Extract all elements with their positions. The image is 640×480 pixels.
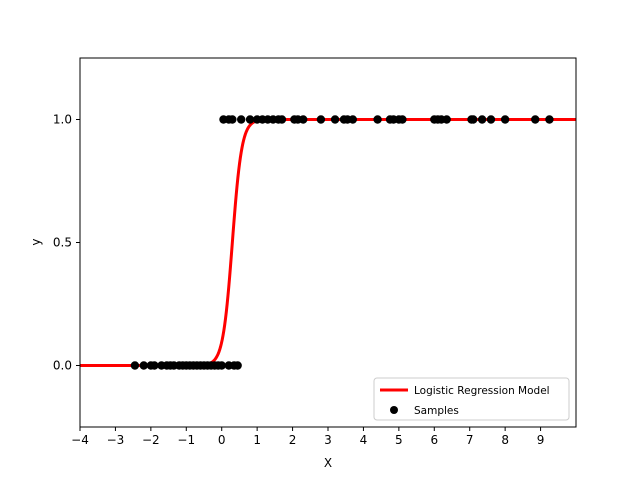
sample-point <box>477 115 487 124</box>
x-tick-label: −3 <box>107 433 125 447</box>
sample-point <box>373 115 382 124</box>
sample-point <box>237 115 246 124</box>
sample-point <box>299 115 308 124</box>
sample-point <box>500 115 510 124</box>
x-tick-label: 0 <box>218 433 226 447</box>
sample-point <box>469 115 478 124</box>
y-tick-label: 0.5 <box>53 236 72 250</box>
y-axis-label: y <box>29 238 43 245</box>
x-tick-label: 3 <box>324 433 332 447</box>
sample-point <box>139 361 148 370</box>
x-tick-label: 5 <box>395 433 403 447</box>
sample-point <box>217 361 226 370</box>
sample-point <box>316 115 326 124</box>
series-layer <box>80 115 576 370</box>
sample-point <box>228 115 237 124</box>
sample-point <box>398 115 407 124</box>
sample-point <box>245 115 255 124</box>
x-tick-label: −4 <box>71 433 89 447</box>
plot-area <box>80 58 576 427</box>
x-tick-label: 6 <box>430 433 438 447</box>
sample-point <box>545 115 554 124</box>
sample-point <box>233 361 242 370</box>
sample-point <box>130 361 140 370</box>
x-axis-label: X <box>324 456 332 470</box>
x-tick-label: 9 <box>537 433 545 447</box>
x-tick-label: 8 <box>501 433 509 447</box>
sample-point <box>348 115 357 124</box>
x-tick-label: 1 <box>253 433 261 447</box>
sample-point <box>150 361 159 370</box>
sample-point <box>330 115 340 124</box>
x-tick-label: 7 <box>466 433 474 447</box>
x-tick-label: −1 <box>177 433 195 447</box>
sample-point <box>442 115 451 124</box>
sample-point <box>531 115 540 124</box>
legend-marker-swatch <box>390 406 398 414</box>
x-tick-label: 2 <box>289 433 297 447</box>
x-tick-label: −2 <box>142 433 160 447</box>
y-tick-label: 0.0 <box>53 359 72 373</box>
x-axis: −4 −3 −2 −1 0 1 2 3 4 5 6 7 8 9 <box>71 427 544 447</box>
x-tick-label: 4 <box>360 433 368 447</box>
y-tick-label: 1.0 <box>53 113 72 127</box>
sample-point <box>486 115 496 124</box>
legend-box <box>373 377 570 421</box>
legend: Logistic Regression Model Samples <box>373 377 570 421</box>
legend-label-samples: Samples <box>414 405 459 417</box>
y-axis: 0.0 0.5 1.0 <box>53 113 80 373</box>
sample-point <box>277 115 287 124</box>
legend-label-model: Logistic Regression Model <box>414 385 550 397</box>
